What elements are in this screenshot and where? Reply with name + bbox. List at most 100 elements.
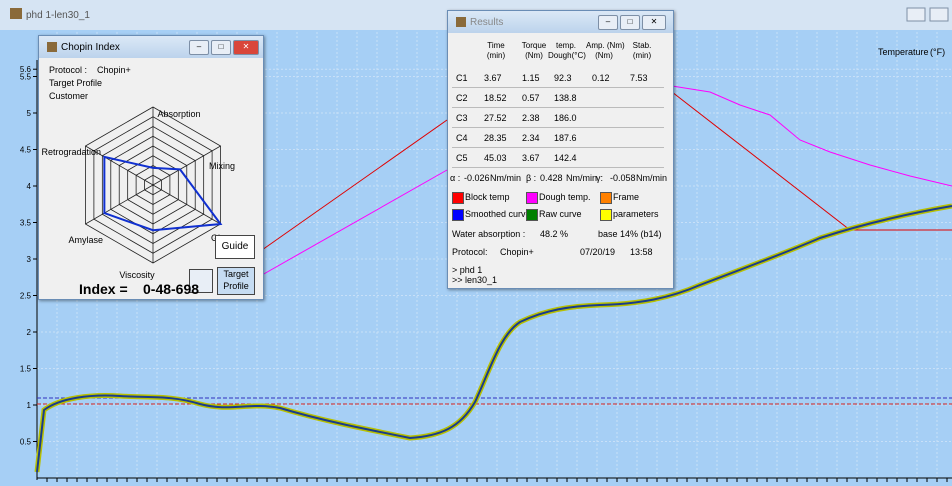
y-tick-label: 3 — [27, 255, 32, 264]
radar-spoke — [85, 184, 154, 225]
minimize-button[interactable]: – — [189, 40, 209, 55]
dough-temp-curve — [671, 85, 952, 187]
y2-axis-label: Temperature — [878, 47, 929, 57]
y-tick-label: 1 — [27, 401, 32, 410]
legend-label: Raw curve — [539, 209, 582, 219]
radar-axis-label: Viscosity — [119, 270, 155, 280]
row-divider — [452, 147, 664, 148]
results-window: Results – □ ✕ Time (min) Torque (Nm) temp. Do… — [447, 10, 674, 289]
y-tick-label: 2 — [27, 328, 32, 337]
legend-swatch — [600, 209, 612, 221]
profile-shape — [103, 155, 223, 232]
row-label: C2 — [456, 93, 468, 103]
radar-axis-label: Mixing — [209, 161, 235, 171]
coefficient-value: 0.428 — [540, 173, 563, 183]
cell: 92.3 — [554, 73, 572, 83]
column-header: Stab. — [632, 41, 652, 50]
y-tick-label: 4 — [27, 182, 32, 191]
water-value: 48.2 % — [540, 229, 569, 239]
cell: 187.6 — [554, 133, 577, 143]
legend-swatch — [452, 209, 464, 221]
cell: 0.57 — [522, 93, 540, 103]
minimize-button[interactable]: – — [598, 15, 618, 30]
column-header: (min) — [632, 51, 652, 60]
guide-button[interactable]: Guide — [215, 235, 255, 259]
protocol-label: Protocol : — [49, 65, 88, 75]
coefficient-label: β : — [526, 173, 537, 183]
y-tick-label: 1.5 — [20, 365, 32, 374]
legend-label: parameters — [613, 209, 659, 219]
file-line: >> len30_1 — [452, 275, 498, 285]
legend-label: Block temp — [465, 192, 510, 202]
chopin-window: Chopin Index – □ ✕ Protocol : Chopin+ Ta… — [38, 35, 264, 300]
radar-axis-label: Absorption — [157, 109, 200, 119]
print-button[interactable] — [189, 269, 213, 293]
target-profile: Target Profile — [49, 78, 103, 88]
legend-label: Dough temp. — [539, 192, 591, 202]
y-tick-label: 5.6 — [20, 65, 32, 74]
close-button[interactable]: ✕ — [642, 15, 666, 30]
maximize-button[interactable]: □ — [211, 40, 231, 55]
legend-swatch — [526, 192, 538, 204]
icon — [47, 42, 57, 52]
legend-swatch — [600, 192, 612, 204]
column-header: Dough(°C) — [548, 51, 586, 60]
radar-axis-label: Amylase — [68, 235, 103, 245]
y2-axis-unit: (°F) — [930, 47, 945, 57]
index-label: Index = — [79, 281, 128, 297]
cell: 28.35 — [484, 133, 507, 143]
smoothed-curve — [36, 205, 952, 473]
y-tick-label: 0.5 — [20, 438, 32, 447]
target-profile-button[interactable]: Target Profile — [217, 267, 255, 295]
button-text: Target — [223, 269, 249, 279]
cell: 138.8 — [554, 93, 577, 103]
y-tick-label: 5.5 — [20, 73, 32, 82]
cell: 142.4 — [554, 153, 577, 163]
water-base: base 14% (b14) — [598, 229, 662, 239]
coefficient-value: -0.058 — [610, 173, 636, 183]
radar-axis-label: Retrogradation — [41, 147, 101, 157]
radar-spoke — [152, 145, 221, 186]
cell: 45.03 — [484, 153, 507, 163]
column-header: Torque — [521, 41, 547, 50]
coefficient-label: α : — [450, 173, 461, 183]
coefficient-value: -0.026 — [464, 173, 490, 183]
legend-swatch — [452, 192, 464, 204]
customer: Customer — [49, 91, 89, 101]
coefficient-unit: Nm/min — [490, 173, 521, 183]
cell: 27.52 — [484, 113, 507, 123]
close-button[interactable]: ✕ — [233, 40, 259, 55]
icon — [456, 17, 466, 27]
minimize-button[interactable] — [906, 7, 926, 22]
maximize-button[interactable]: □ — [620, 15, 640, 30]
radar-spoke — [152, 184, 221, 225]
column-header: (Nm) — [525, 51, 543, 60]
row-label: C1 — [456, 73, 468, 83]
chopin-title: Chopin Index — [61, 42, 120, 53]
column-header: Amp. (Nm) — [586, 41, 625, 50]
column-header: (min) — [486, 51, 506, 60]
legend-swatch — [526, 209, 538, 221]
maximize-button[interactable] — [929, 7, 949, 22]
row-divider — [452, 127, 664, 128]
dough-temp-curve — [261, 169, 448, 276]
water-label: Water absorption : — [452, 229, 526, 239]
protocol-label: Protocol: — [452, 247, 488, 257]
row-divider — [452, 107, 664, 108]
coefficient-label: γ: — [596, 173, 604, 183]
cell: 2.38 — [522, 113, 540, 123]
legend-label: Smoothed curve — [465, 209, 531, 219]
coefficient-unit: Nm/min — [566, 173, 597, 183]
row-divider — [452, 87, 664, 88]
y-tick-label: 2.5 — [20, 292, 32, 301]
row-label: C3 — [456, 113, 468, 123]
cell: 3.67 — [522, 153, 540, 163]
radar-spoke — [85, 145, 154, 186]
coefficient-unit: Nm/min — [636, 173, 667, 183]
protocol-value: Chopin+ — [500, 247, 534, 257]
window-title: phd 1-len30_1 — [26, 10, 90, 21]
cell: 0.12 — [592, 73, 610, 83]
app-icon — [10, 8, 22, 19]
cell: 1.15 — [522, 73, 540, 83]
